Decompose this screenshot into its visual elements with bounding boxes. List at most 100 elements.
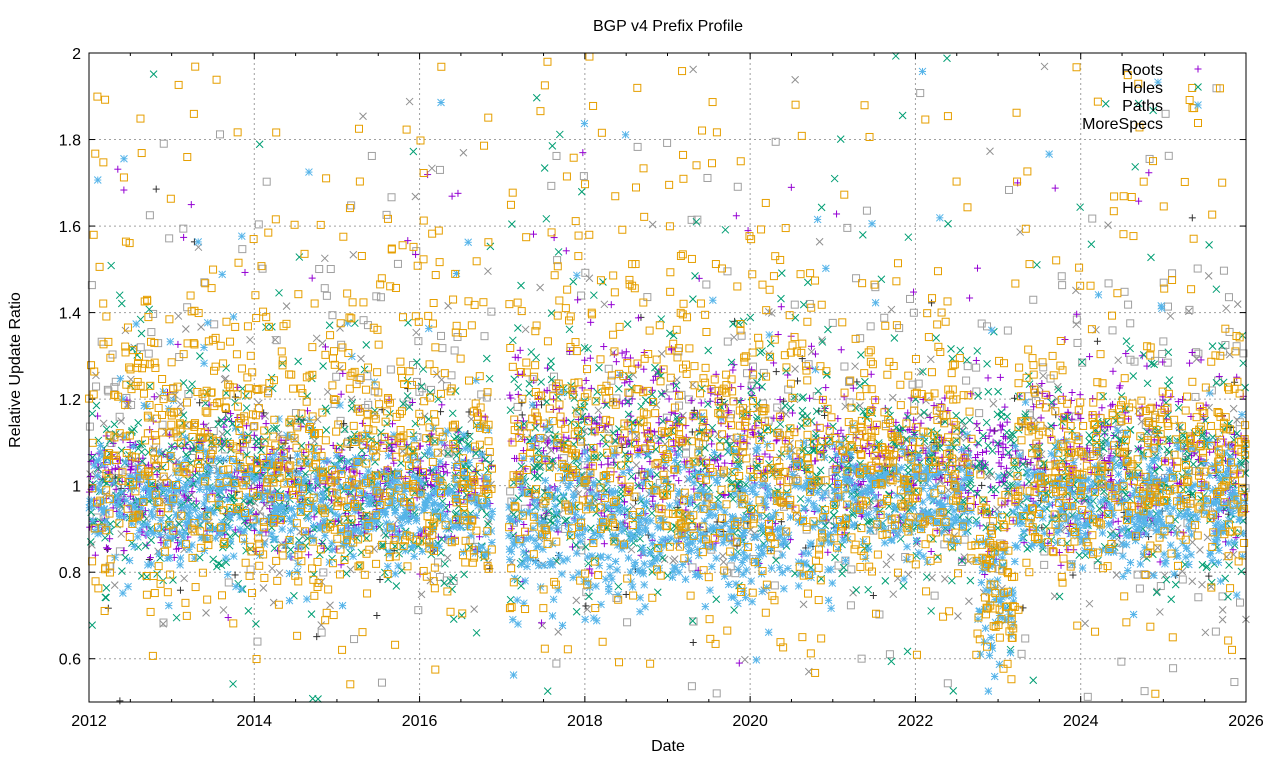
point-paths [305, 169, 312, 176]
x-tick-label: 2026 [1228, 713, 1264, 730]
background-point [319, 340, 326, 347]
point-roots [983, 448, 990, 455]
point-paths [382, 511, 389, 518]
background-point [765, 308, 772, 315]
point-roots [339, 370, 346, 377]
background-point [1202, 629, 1209, 636]
background-point [703, 281, 710, 288]
point-paths [392, 527, 399, 534]
point-roots [87, 473, 94, 480]
point-paths [339, 602, 346, 609]
point-holes [189, 381, 196, 388]
point-holes [709, 424, 716, 431]
point-holes [989, 447, 996, 454]
point-roots [998, 426, 1005, 433]
point-paths [279, 526, 286, 533]
point-holes [716, 438, 723, 445]
point-paths [294, 451, 301, 458]
point-paths [177, 554, 184, 561]
point-holes [555, 248, 562, 255]
point-holes [787, 404, 794, 411]
point-holes [1209, 343, 1216, 350]
point-paths [520, 548, 527, 555]
point-paths [695, 446, 702, 453]
background-point [177, 587, 184, 594]
point-holes [533, 354, 540, 361]
background-point [98, 338, 105, 345]
point-holes [518, 582, 525, 589]
background-point [1187, 497, 1194, 504]
point-paths [558, 570, 565, 577]
background-point [153, 186, 160, 193]
point-paths [319, 489, 326, 496]
point-roots [114, 166, 121, 173]
point-roots [105, 545, 112, 552]
point-holes [921, 409, 928, 416]
point-roots [1001, 404, 1008, 411]
background-point [816, 238, 823, 245]
point-holes [1088, 241, 1095, 248]
point-holes [150, 71, 157, 78]
point-holes [995, 388, 1002, 395]
background-point [321, 285, 328, 292]
point-paths [402, 547, 409, 554]
point-paths [160, 388, 167, 395]
point-holes [666, 330, 673, 337]
background-point [1223, 305, 1230, 312]
point-holes [980, 496, 987, 503]
background-point [578, 292, 585, 299]
background-point [318, 629, 325, 636]
background-point [350, 251, 357, 258]
point-paths [97, 442, 104, 449]
x-tick-label: 2014 [236, 713, 272, 730]
point-roots [243, 422, 250, 429]
background-point [1041, 561, 1048, 568]
point-holes [1224, 593, 1231, 600]
point-roots [728, 460, 735, 467]
point-holes [1003, 429, 1010, 436]
background-point [1030, 296, 1037, 303]
point-paths [310, 522, 317, 529]
point-holes [984, 360, 991, 367]
point-paths [417, 526, 424, 533]
point-holes [1144, 380, 1151, 387]
point-holes [526, 390, 533, 397]
background-point [415, 338, 422, 345]
background-point [481, 333, 488, 340]
background-point [1034, 389, 1041, 396]
point-holes [782, 402, 789, 409]
background-point [1205, 573, 1212, 580]
background-point [1041, 548, 1048, 555]
point-holes [759, 348, 766, 355]
background-point [886, 651, 893, 658]
background-point [378, 679, 385, 686]
background-point [247, 336, 254, 343]
point-paths [180, 533, 187, 540]
point-holes [617, 495, 624, 502]
point-paths [236, 514, 243, 521]
background-point [580, 173, 587, 180]
point-holes [624, 321, 631, 328]
background-point [388, 194, 395, 201]
point-paths [191, 555, 198, 562]
y-tick-label: 1.6 [59, 219, 81, 236]
point-paths [514, 597, 521, 604]
point-holes [905, 234, 912, 241]
background-point [890, 591, 897, 598]
point-roots [613, 358, 620, 365]
background-point [364, 373, 371, 380]
point-paths [211, 509, 218, 516]
background-point [928, 299, 935, 306]
data-points [86, 52, 1250, 704]
point-roots [608, 301, 615, 308]
background-point [724, 338, 731, 345]
point-paths [187, 515, 194, 522]
point-roots [1167, 393, 1174, 400]
point-paths [373, 518, 380, 525]
background-point [1212, 628, 1219, 635]
point-paths [134, 533, 141, 540]
background-point [954, 612, 961, 619]
point-roots [966, 294, 973, 301]
point-roots [1086, 353, 1093, 360]
point-paths [343, 458, 350, 465]
